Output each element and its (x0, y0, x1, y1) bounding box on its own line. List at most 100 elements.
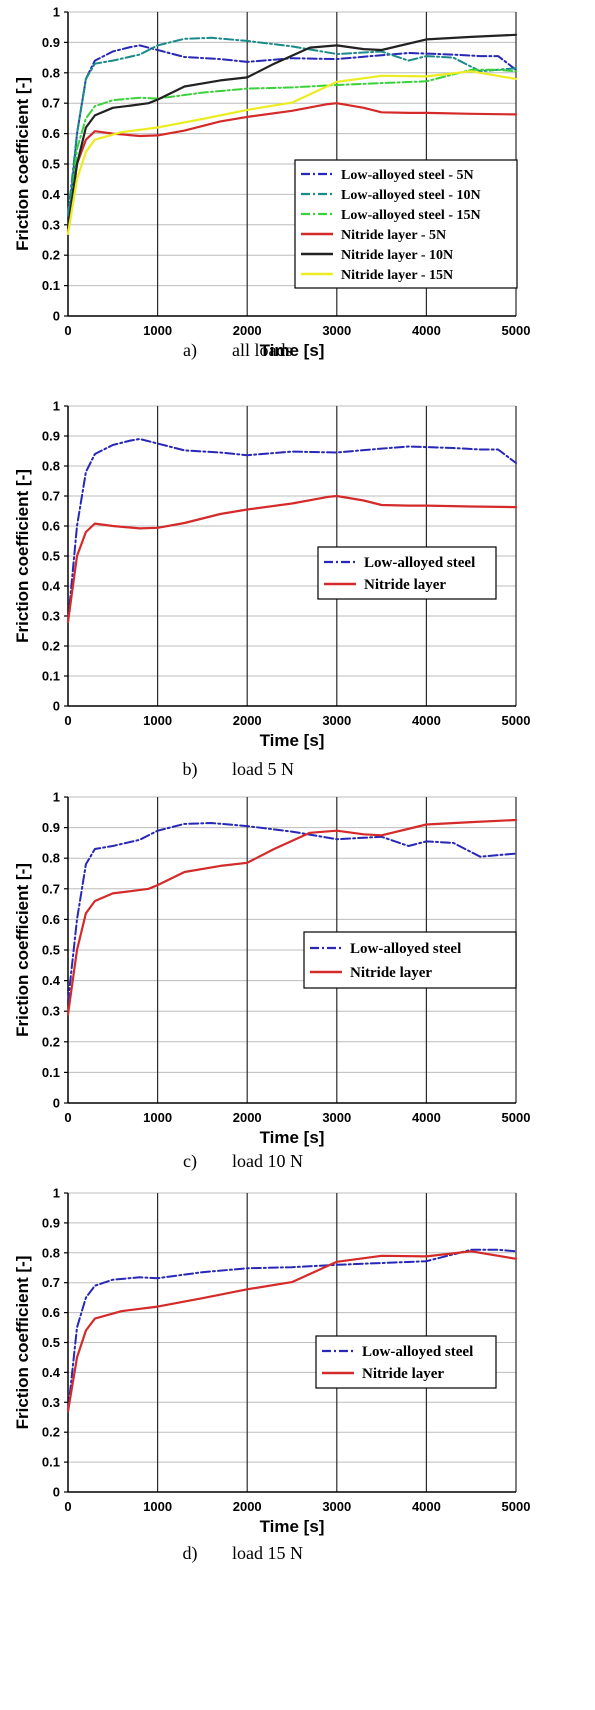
series-line-low-alloyed-steel (67, 438, 517, 623)
caption-text: load 10 N (232, 1151, 303, 1171)
y-tick-label: 0.7 (42, 1275, 60, 1290)
series-line-low-alloyed-steel-10n (67, 36, 517, 217)
legend-label: Low-alloyed steel (362, 1344, 473, 1360)
y-tick-label: 1 (53, 399, 60, 414)
x-tick-label: 0 (64, 323, 71, 338)
x-tick-label: 1000 (143, 1499, 172, 1514)
y-tick-label: 0.9 (42, 429, 60, 444)
legend-label: Low-alloyed steel (350, 941, 461, 957)
y-tick-label: 0.2 (42, 1034, 60, 1049)
y-tick-label: 0.3 (42, 1395, 60, 1410)
legend-box (317, 546, 497, 600)
chart-panel-a: 0 0.1 0.2 0.3 0.4 0.5 0.6 0.7 0.8 0.9 1 0 1000 2000 30… (13, 5, 530, 362)
y-tick-label: 0.2 (42, 1425, 60, 1440)
x-tick-label: 2000 (233, 1499, 262, 1514)
series-line-low-alloyed-steel-5n (67, 44, 517, 232)
x-tick-label: 2000 (233, 323, 262, 338)
y-tick-label: 0.3 (42, 1004, 60, 1019)
y-tick-label: 0.7 (42, 96, 60, 111)
y-tick-label: 0.4 (42, 187, 61, 202)
caption-text: load 5 N (232, 759, 294, 779)
y-tick-label: 0 (53, 699, 60, 714)
caption-letter: b) (183, 759, 198, 780)
legend: Low-alloyed steel Nitride layer (317, 546, 497, 600)
legend-label: Nitride layer (364, 577, 446, 593)
y-tick-label: 0.5 (42, 157, 60, 172)
series-line-nitride-layer (66, 1250, 518, 1413)
chart-panel-b: 0 0.1 0.2 0.3 0.4 0.5 0.6 0.7 0.8 0.9 1 0 1000 2000 30… (13, 399, 530, 781)
y-tick-label: 0.1 (42, 278, 60, 293)
legend-label: Nitride layer - 10N (341, 248, 453, 263)
y-tick-label: 0.3 (42, 217, 60, 232)
y-tick-label: 0.8 (42, 1245, 60, 1260)
legend-label: Nitride layer - 15N (341, 268, 453, 283)
y-tick-label: 0.8 (42, 851, 60, 866)
y-tick-label: 0.5 (42, 943, 60, 958)
legend-label: Low-alloyed steel (364, 555, 475, 571)
y-tick-label: 0.9 (42, 35, 60, 50)
caption-letter: d) (183, 1543, 198, 1564)
x-tick-label: 0 (64, 713, 71, 728)
x-tick-label: 5000 (502, 713, 531, 728)
caption-text: all loads (232, 340, 293, 360)
legend-label: Nitride layer (362, 1366, 444, 1382)
caption-letter: a) (183, 340, 197, 361)
caption-text: load 15 N (232, 1543, 303, 1563)
series-line-nitride-layer-15n (66, 70, 518, 235)
y-tick-label: 0 (53, 1485, 60, 1500)
legend-label: Low-alloyed steel - 15N (341, 208, 481, 223)
legend-box (315, 1335, 497, 1389)
series-line-nitride-layer (66, 818, 518, 1016)
y-tick-label: 0.7 (42, 489, 60, 504)
y-tick-label: 0.4 (42, 1365, 61, 1380)
y-tick-label: 0.6 (42, 1305, 60, 1320)
x-axis-label: Time [s] (260, 731, 325, 750)
y-tick-label: 0.5 (42, 1335, 60, 1350)
x-tick-label: 3000 (322, 713, 351, 728)
legend: Low-alloyed steel Nitride layer (303, 931, 517, 989)
y-axis-label: Friction coefficient [-] (13, 1256, 32, 1430)
y-tick-label: 0.5 (42, 549, 60, 564)
legend-label: Nitride layer - 5N (341, 228, 446, 243)
y-tick-label: 0.1 (42, 669, 60, 684)
x-tick-label: 4000 (412, 1499, 441, 1514)
series-line-nitride-layer-5n (66, 102, 518, 232)
y-tick-label: 0.9 (42, 1215, 60, 1230)
legend-label: Nitride layer (350, 965, 432, 981)
x-tick-label: 2000 (233, 1110, 262, 1125)
y-tick-label: 0.9 (42, 820, 60, 835)
y-tick-label: 0.8 (42, 65, 60, 80)
series-line-nitride-layer (66, 494, 518, 624)
y-tick-label: 1 (53, 790, 60, 805)
chart-panel-d: 0 0.1 0.2 0.3 0.4 0.5 0.6 0.7 0.8 0.9 1 0 1000 2000 30… (13, 1186, 530, 1565)
y-axis-label: Friction coefficient [-] (13, 863, 32, 1037)
x-tick-label: 3000 (322, 323, 351, 338)
y-axis-label: Friction coefficient [-] (13, 469, 32, 643)
y-axis-label: Friction coefficient [-] (13, 77, 32, 251)
series-line-low-alloyed-steel (67, 1248, 517, 1413)
x-tick-label: 3000 (322, 1110, 351, 1125)
legend-box (303, 931, 517, 989)
y-tick-label: 0.2 (42, 248, 60, 263)
series-line-low-alloyed-steel (67, 822, 517, 1003)
x-tick-label: 2000 (233, 713, 262, 728)
y-tick-label: 1 (53, 5, 60, 20)
x-axis-label: Time [s] (260, 1517, 325, 1536)
y-tick-label: 0.2 (42, 639, 60, 654)
legend: Low-alloyed steel - 5N Low-alloyed steel … (294, 159, 518, 289)
series-line-nitride-layer-10n (66, 33, 518, 229)
legend: Low-alloyed steel Nitride layer (315, 1335, 497, 1389)
y-tick-label: 0.6 (42, 912, 60, 927)
x-tick-label: 1000 (143, 323, 172, 338)
legend-label: Low-alloyed steel - 10N (341, 188, 481, 203)
y-tick-label: 0.6 (42, 126, 60, 141)
x-axis-label: Time [s] (260, 1128, 325, 1147)
x-tick-label: 4000 (412, 323, 441, 338)
caption-letter: c) (183, 1151, 197, 1172)
y-tick-label: 0 (53, 309, 60, 324)
y-tick-label: 0.1 (42, 1455, 60, 1470)
legend-label: Low-alloyed steel - 5N (341, 168, 474, 183)
y-tick-label: 0 (53, 1096, 60, 1111)
x-tick-label: 5000 (502, 1110, 531, 1125)
